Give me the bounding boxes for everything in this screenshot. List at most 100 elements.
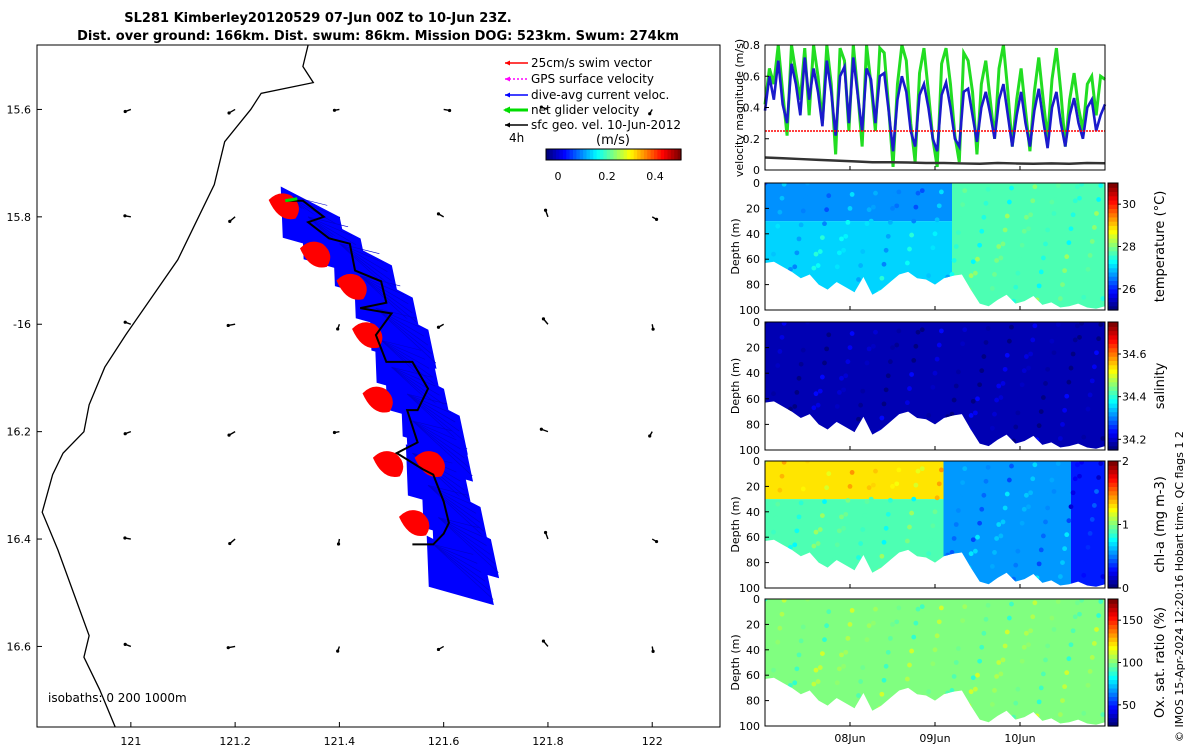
colorbar-tick-label: 26 (1122, 283, 1136, 296)
section-data-dot (792, 542, 798, 548)
section-data-dot (1096, 197, 1102, 202)
section-data-dot (894, 619, 900, 625)
section-data-dot (811, 265, 817, 271)
section-data-dot (813, 529, 819, 535)
section-data-dot (1019, 520, 1025, 526)
legend-geo-label: sfc geo. vel. 10-Jun-2012 (531, 118, 681, 132)
section-data-dot (992, 688, 997, 693)
colorbar-segment (1108, 191, 1118, 197)
section-data-dot (771, 667, 776, 673)
depth-tick-label: 20 (746, 202, 760, 215)
speed-colorbar-segment (546, 149, 550, 160)
section-data-dot (926, 551, 932, 557)
time-tick-label: 08Jun (834, 732, 865, 745)
section-data-dot (1030, 337, 1036, 343)
map-legend: 25cm/s swim vector GPS surface velocity … (503, 56, 682, 183)
geo-velocity-arrow-head (123, 642, 127, 646)
depth-tick-label: 0 (753, 316, 760, 329)
section-data-dot (892, 331, 898, 336)
section-data-dot (962, 604, 968, 610)
colorbar-segment (1108, 717, 1118, 723)
section-data-dot (836, 528, 842, 534)
section-data-dot (771, 251, 776, 257)
coastline (41, 45, 315, 727)
section-data-dot (836, 390, 842, 395)
section-data-dot (845, 359, 851, 365)
section-data-dot (909, 372, 915, 377)
section-data-dot (819, 651, 825, 657)
speed-colorbar-frame (545, 148, 682, 161)
section-data-dot (813, 251, 819, 257)
colorbar-segment (1108, 566, 1118, 572)
section-data-dot (864, 221, 870, 227)
section-data-dot (1006, 477, 1012, 483)
section-data-dot (847, 206, 853, 211)
section-data-dot (983, 340, 989, 345)
geo-velocity-arrow-head (648, 112, 652, 116)
section-data-dot (870, 204, 876, 210)
section-data-dot (796, 652, 802, 658)
section-data-dot (989, 286, 995, 291)
section-data-dot (907, 386, 912, 391)
section-data-dot (843, 233, 849, 239)
section-data-dot (1070, 628, 1076, 634)
colorbar-segment (1108, 549, 1118, 555)
section-data-dot (777, 209, 783, 215)
colorbar-segment (1108, 195, 1118, 201)
colorbar-segment (1108, 356, 1118, 361)
section-data-dot (1081, 572, 1087, 578)
colorbar-segment (1108, 199, 1118, 205)
current-vector (380, 340, 426, 360)
section-data-dot (987, 577, 993, 583)
section-data-dot (951, 258, 957, 263)
geo-velocity-arrow-head (648, 434, 652, 438)
current-vector (427, 485, 489, 541)
section-data-dot (775, 501, 781, 507)
section-data-dot (860, 249, 866, 254)
geo-velocity-arrow-head (332, 430, 337, 435)
section-data-dot (1074, 462, 1080, 468)
speed-colorbar-segment (664, 149, 669, 160)
section-data-dot (1006, 338, 1012, 344)
colorbar-segment (1108, 641, 1118, 647)
section-data-dot (896, 328, 902, 334)
speed-colorbar-segment (647, 149, 652, 160)
current-vector (407, 393, 460, 432)
section-data-dot (775, 639, 781, 645)
section-data-dot (1028, 212, 1034, 218)
section-data-dot (949, 550, 955, 555)
section-data-dot (977, 658, 983, 664)
colorbar-segment (1108, 326, 1118, 332)
section-data-dot (930, 661, 936, 667)
section-data-dot (1043, 519, 1048, 525)
geo-velocity-arrow-head (228, 219, 232, 223)
depth-axis-label: Depth (m) (729, 358, 742, 414)
section-data-dot (892, 192, 898, 197)
section-data-dot (958, 494, 963, 499)
section-panel-2: 0 20 40 60 80 100 Depth (m) 2 1 0 chl-a (mg m-3) (729, 455, 1168, 595)
current-vector (339, 243, 380, 254)
colorbar-segment (1108, 229, 1118, 235)
net-velocity-arrow (285, 197, 298, 203)
section-data-dot (1081, 710, 1087, 716)
section-data-dot (1096, 475, 1102, 480)
section-data-dot (994, 674, 1000, 679)
current-vector (391, 366, 436, 387)
section-data-dot (955, 230, 961, 235)
geo-velocity-arrow-head (543, 208, 548, 212)
section-data-dot (1004, 629, 1010, 635)
section-data-dot (868, 358, 874, 363)
section-data-dot (1060, 282, 1065, 287)
section-data-dot (811, 681, 817, 687)
section-data-dot (887, 635, 893, 641)
current-vector (427, 485, 485, 532)
section-data-dot (1072, 198, 1078, 204)
colorbar-segment (1108, 288, 1118, 294)
section-data-dot (1053, 475, 1059, 480)
colorbar-segment (1108, 322, 1118, 327)
colorbar-segment (1108, 607, 1118, 613)
section-data-dot (1006, 615, 1012, 621)
geo-velocity-arrow-head (332, 108, 337, 112)
colorbar-segment (1108, 583, 1118, 589)
